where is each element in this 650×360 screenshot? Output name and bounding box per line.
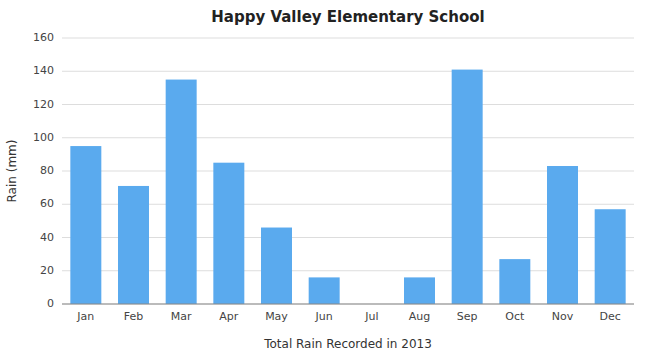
y-tick-label: 100 xyxy=(33,131,54,144)
grid-line xyxy=(62,38,634,39)
x-axis: Jan Feb Mar Apr May Jun Jul Aug Sep Oct Nov Dec xyxy=(76,310,620,323)
bar xyxy=(166,80,197,304)
grid-line xyxy=(62,71,634,72)
x-tick-label: Jun xyxy=(315,310,333,323)
bar xyxy=(118,186,149,304)
x-tick-label: Dec xyxy=(600,310,621,323)
bars xyxy=(70,70,625,304)
x-axis-label: Total Rain Recorded in 2013 xyxy=(263,337,432,351)
x-tick-label: Feb xyxy=(124,310,143,323)
y-tick-label: 80 xyxy=(40,164,54,177)
grid-line xyxy=(62,137,634,138)
y-axis: 0 20 40 60 80 100 120 140 160 xyxy=(33,31,54,310)
y-tick-label: 160 xyxy=(33,31,54,44)
bar xyxy=(404,277,435,304)
x-tick-label: Sep xyxy=(457,310,478,323)
bar xyxy=(595,209,626,304)
bar xyxy=(547,166,578,304)
y-tick-label: 0 xyxy=(47,297,54,310)
y-tick-label: 120 xyxy=(33,98,54,111)
bar xyxy=(309,277,340,304)
bar xyxy=(70,146,101,304)
y-tick-label: 20 xyxy=(40,264,54,277)
chart-container: 020406080100120140160JanFebMarAprMayJunJ… xyxy=(0,0,650,360)
x-tick-label: Mar xyxy=(171,310,192,323)
x-tick-label: Nov xyxy=(552,310,574,323)
grid-line xyxy=(62,104,634,105)
x-tick-label: Oct xyxy=(505,310,525,323)
y-axis-label: Rain (mm) xyxy=(5,140,19,203)
x-tick-label: Apr xyxy=(219,310,239,323)
bar xyxy=(213,163,244,304)
y-tick-label: 140 xyxy=(33,64,54,77)
chart-title: Happy Valley Elementary School xyxy=(211,8,484,26)
bar xyxy=(261,228,292,304)
grid xyxy=(62,38,634,304)
x-axis-line xyxy=(62,304,634,305)
chart-svg: 020406080100120140160JanFebMarAprMayJunJ… xyxy=(0,0,650,360)
bar xyxy=(452,70,483,304)
x-tick-label: Jul xyxy=(364,310,378,323)
y-tick-label: 40 xyxy=(40,231,54,244)
bar xyxy=(499,259,530,304)
x-tick-label: Aug xyxy=(409,310,430,323)
y-tick-label: 60 xyxy=(40,197,54,210)
x-tick-label: Jan xyxy=(76,310,94,323)
grid-line xyxy=(62,304,634,305)
x-tick-label: May xyxy=(265,310,288,323)
